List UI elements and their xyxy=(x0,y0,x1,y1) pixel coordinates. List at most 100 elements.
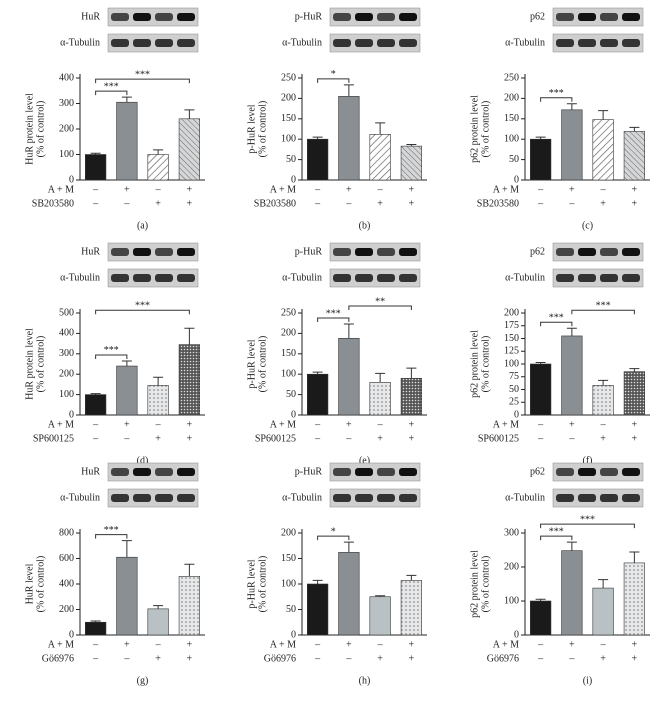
error-bar xyxy=(375,372,386,383)
blot-label: α-Tubulin xyxy=(282,272,322,283)
treatment-sign: + xyxy=(569,639,575,650)
treatment-sign: + xyxy=(409,639,415,650)
blot-band xyxy=(600,468,618,476)
blot-band xyxy=(399,494,417,502)
treatment-sign: + xyxy=(187,639,193,650)
error-bar xyxy=(375,595,386,597)
error-bar xyxy=(598,110,609,120)
y-axis-label: (% of control) xyxy=(35,336,46,393)
blot xyxy=(552,7,644,27)
error-bar xyxy=(535,136,546,140)
treatment-name: Gö6976 xyxy=(42,653,74,664)
error-bar xyxy=(629,126,640,132)
y-tick-label: 0 xyxy=(291,409,296,420)
bar xyxy=(178,344,200,416)
significance-label: * xyxy=(331,526,336,537)
y-tick-label: 400 xyxy=(59,328,74,339)
treatment-sign: – xyxy=(92,433,99,444)
treatment-sign: – xyxy=(600,419,607,430)
error-bar xyxy=(90,152,101,155)
blot xyxy=(329,268,421,288)
treatment-sign: – xyxy=(600,184,607,195)
treatment-sign: – xyxy=(377,639,384,650)
blot-band xyxy=(333,248,351,256)
blot-band xyxy=(111,494,129,502)
treatment-sign: – xyxy=(314,639,321,650)
blot-band xyxy=(133,274,151,282)
blot xyxy=(107,33,199,53)
blot-band xyxy=(355,274,373,282)
treatment-name: A + M xyxy=(270,419,296,430)
error-bar xyxy=(312,371,323,375)
y-tick-label: 300 xyxy=(504,527,519,538)
y-tick-label: 100 xyxy=(504,358,519,369)
blot-label: HuR xyxy=(81,11,100,22)
bar xyxy=(592,587,614,636)
y-axis-label: (% of control) xyxy=(35,556,46,613)
treatment-sign: – xyxy=(568,198,575,209)
panel-label: (b) xyxy=(359,220,371,231)
blot-band xyxy=(578,13,596,21)
treatment-sign: + xyxy=(187,419,193,430)
blot-band xyxy=(333,39,351,47)
blot-band xyxy=(177,248,195,256)
bar xyxy=(85,394,107,416)
panel-label: (d) xyxy=(137,455,149,466)
blot-band xyxy=(600,39,618,47)
significance-label: *** xyxy=(104,525,119,536)
y-tick-label: 400 xyxy=(59,578,74,589)
blot-band xyxy=(600,13,618,21)
blot-band xyxy=(578,494,596,502)
y-axis-label: p62 protein level xyxy=(469,330,480,398)
bar xyxy=(369,596,391,636)
significance-label: ** xyxy=(375,296,385,307)
blot-label: α-Tubulin xyxy=(505,492,545,503)
y-tick-label: 0 xyxy=(291,629,296,640)
significance-label: *** xyxy=(326,308,341,319)
error-bar xyxy=(90,620,101,623)
blot-band xyxy=(600,494,618,502)
y-tick-label: 200 xyxy=(59,368,74,379)
treatment-sign: + xyxy=(124,639,130,650)
treatment-sign: – xyxy=(345,433,352,444)
treatment-name: A + M xyxy=(48,419,74,430)
significance-bracket xyxy=(317,535,350,541)
treatment-sign: – xyxy=(568,433,575,444)
bar xyxy=(369,382,391,416)
treatment-name: SP600125 xyxy=(33,433,74,444)
significance-label: *** xyxy=(580,514,595,525)
blot xyxy=(107,242,199,262)
y-tick-label: 0 xyxy=(69,629,74,640)
blot-band xyxy=(377,39,395,47)
blot-band xyxy=(622,13,640,21)
y-axis-label: p-HuR level xyxy=(246,104,257,153)
error-bar xyxy=(598,579,609,589)
treatment-sign: + xyxy=(600,653,606,664)
treatment-sign: – xyxy=(92,198,99,209)
blot-band xyxy=(578,248,596,256)
blot xyxy=(552,242,644,262)
significance-bracket xyxy=(95,78,190,84)
blot-band xyxy=(133,13,151,21)
blot-label: α-Tubulin xyxy=(60,492,100,503)
bar xyxy=(85,154,107,181)
error-bar xyxy=(90,393,101,395)
y-tick-label: 0 xyxy=(291,174,296,185)
significance-bracket xyxy=(540,97,573,102)
blot-band xyxy=(355,13,373,21)
error-bar xyxy=(121,360,132,367)
blot-label: HuR xyxy=(81,246,100,257)
treatment-sign: + xyxy=(155,653,161,664)
treatment-sign: – xyxy=(537,419,544,430)
error-bar xyxy=(153,605,164,609)
blot-label: α-Tubulin xyxy=(60,272,100,283)
treatment-sign: – xyxy=(155,184,162,195)
bar xyxy=(178,118,200,181)
bar xyxy=(561,109,583,181)
treatment-sign: + xyxy=(187,433,193,444)
error-bar xyxy=(121,96,132,103)
treatment-sign: + xyxy=(346,419,352,430)
significance-label: *** xyxy=(135,69,150,80)
blot-band xyxy=(355,39,373,47)
treatment-name: A + M xyxy=(270,184,296,195)
